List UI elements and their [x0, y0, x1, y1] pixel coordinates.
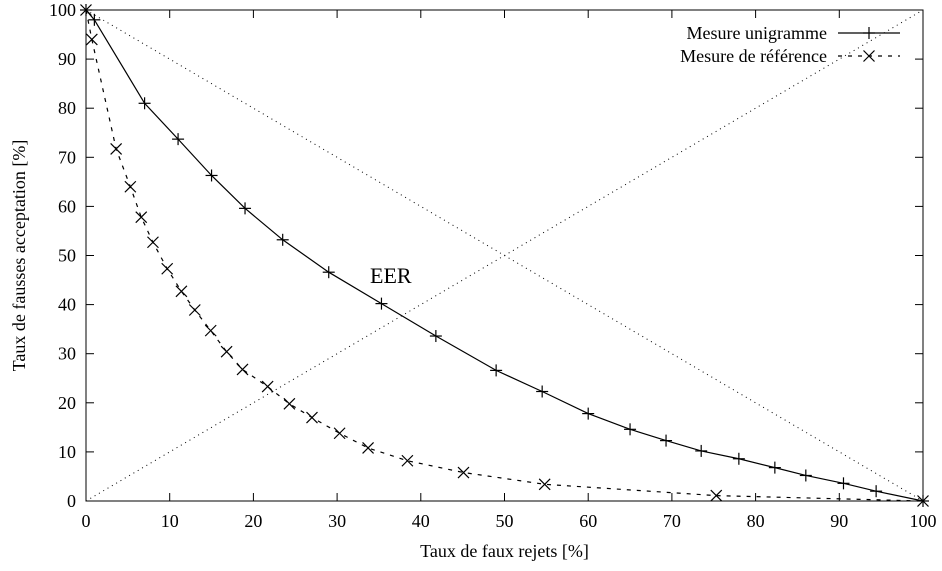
x-tick-label: 90 [830, 511, 848, 531]
marker-x [283, 397, 296, 410]
marker-x [362, 442, 374, 454]
y-tick-label: 70 [58, 147, 76, 167]
y-tick-label: 100 [49, 0, 76, 20]
legend: Mesure unigramme Mesure de référence [680, 23, 900, 66]
marker-x [333, 427, 346, 440]
axis-ticks: 0 10 20 30 40 50 60 70 80 90 100 0 10 20 30 40 50 60 70 80 9… [49, 0, 937, 531]
marker-x [188, 304, 201, 316]
marker-x [457, 466, 470, 479]
x-tick-label: 20 [244, 511, 262, 531]
marker-x [710, 489, 723, 502]
marker-x [204, 324, 217, 337]
marker-x [110, 143, 123, 155]
marker-x [306, 411, 318, 424]
legend-label-unigramme: Mesure unigramme [687, 23, 827, 43]
marker-x [175, 285, 188, 298]
marker-x [80, 4, 92, 16]
y-tick-label: 30 [58, 344, 76, 364]
reference-diagonals [85, 9, 924, 502]
x-axis-label: Taux de faux rejets [%] [420, 541, 589, 561]
x-tick-label: 40 [412, 511, 430, 531]
y-tick-label: 0 [67, 491, 76, 511]
marker-x [161, 262, 174, 275]
x-tick-label: 100 [910, 511, 937, 531]
marker-x [236, 363, 249, 376]
marker-x [124, 180, 137, 193]
y-tick-label: 20 [58, 393, 76, 413]
y-tick-label: 10 [58, 442, 76, 462]
marker-x [863, 50, 875, 62]
x-tick-label: 60 [579, 511, 597, 531]
series-1 [80, 4, 929, 507]
y-tick-label: 80 [58, 98, 76, 118]
legend-label-reference: Mesure de référence [680, 46, 827, 66]
x-tick-label: 0 [82, 511, 91, 531]
marker-x [401, 454, 414, 467]
marker-x [538, 478, 551, 491]
x-tick-label: 50 [496, 511, 514, 531]
y-tick-label: 50 [58, 246, 76, 266]
eer-annotation: EER [370, 263, 412, 288]
y-axis-label: Taux de fausses acceptation [%] [9, 140, 29, 372]
x-tick-label: 70 [663, 511, 681, 531]
x-tick-label: 80 [747, 511, 765, 531]
marker-x [917, 495, 929, 507]
series-layer [80, 4, 929, 507]
series-line-0 [85, 9, 924, 502]
y-tick-label: 90 [58, 49, 76, 69]
marker-x [261, 380, 274, 393]
y-tick-label: 40 [58, 295, 76, 315]
diagonal-ascending [85, 9, 924, 502]
marker-x [135, 211, 148, 224]
series-0 [80, 4, 929, 507]
marker-x [85, 33, 98, 46]
marker-x [147, 236, 159, 249]
marker-x [220, 345, 233, 358]
y-tick-label: 60 [58, 196, 76, 216]
x-tick-label: 30 [328, 511, 346, 531]
x-tick-label: 10 [161, 511, 179, 531]
